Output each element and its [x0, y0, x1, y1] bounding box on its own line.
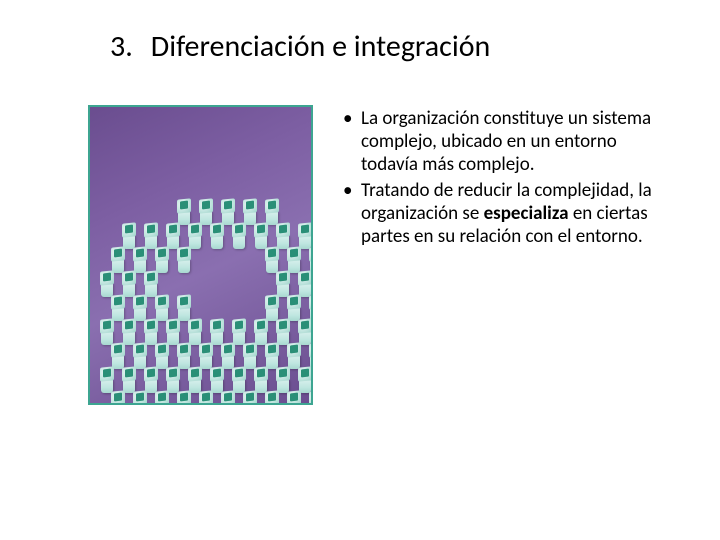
bullet-item: Tratando de reducir la complejidad, la o… [341, 179, 660, 249]
bullet-ul: La organización constituye un sistema co… [341, 107, 660, 248]
peg-icon [197, 389, 215, 405]
peg-icon [153, 389, 171, 405]
peg-icon [208, 221, 226, 249]
peg-icon [285, 389, 303, 405]
peg-field [90, 107, 311, 403]
peg-icon [219, 389, 237, 405]
decorative-image [88, 105, 313, 405]
content-row: La organización constituye un sistema co… [88, 105, 670, 405]
peg-icon [263, 389, 281, 405]
title-number: 3. [110, 28, 133, 65]
peg-icon [307, 389, 313, 405]
slide: 3. Diferenciación e integración La organ… [0, 0, 720, 540]
slide-title: 3. Diferenciación e integración [110, 28, 670, 65]
bullet-item: La organización constituye un sistema co… [341, 107, 660, 177]
title-text: Diferenciación e integración [151, 28, 491, 65]
peg-icon [241, 389, 259, 405]
peg-icon [175, 389, 193, 405]
peg-icon [175, 245, 193, 273]
bullet-text: especializa [484, 202, 569, 225]
peg-icon [230, 221, 248, 249]
peg-icon [131, 389, 149, 405]
bullet-text: La organización constituye un sistema co… [361, 107, 651, 176]
peg-icon [109, 389, 127, 405]
bullet-list: La organización constituye un sistema co… [341, 105, 670, 250]
